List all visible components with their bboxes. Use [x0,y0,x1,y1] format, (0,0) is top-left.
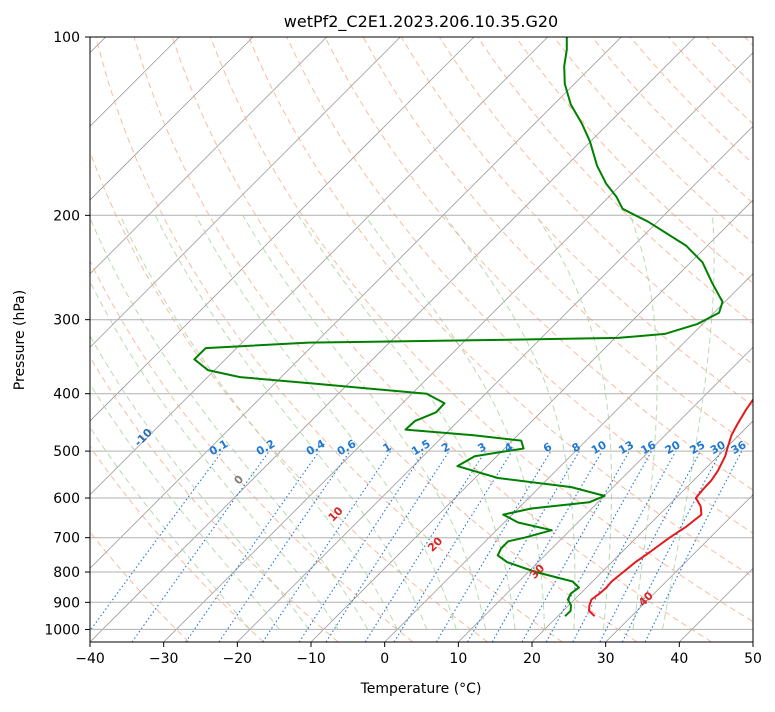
x-tick-label: 0 [380,651,389,667]
y-tick-label: 800 [53,565,80,581]
y-tick-label: 500 [53,444,80,460]
x-tick-label: −40 [75,651,105,667]
plot-background [90,37,753,642]
y-tick-label: 900 [53,595,80,611]
x-tick-label: 30 [597,651,615,667]
y-tick-label: 600 [53,491,80,507]
x-tick-label: 20 [523,651,541,667]
y-tick-label: 700 [53,531,80,547]
x-axis-label: Temperature (°C) [360,681,482,697]
x-tick-label: 50 [744,651,762,667]
y-tick-label: 400 [53,387,80,403]
x-tick-label: 10 [449,651,467,667]
x-axis-ticks: −40 −30 −20 −10 0 10 20 30 40 50 [75,642,762,667]
dry-adiabat-label: -30 [0,372,6,395]
dry-adiabat-label: -20 [56,400,79,423]
y-tick-label: 1000 [44,622,80,638]
y-axis-label: Pressure (hPa) [12,290,28,390]
chart-title: wetPf2_C2E1.2023.206.10.35.G20 [284,12,558,32]
x-tick-label: −30 [149,651,179,667]
x-tick-label: 40 [670,651,688,667]
y-tick-label: 100 [53,30,80,46]
y-tick-label: 200 [53,208,80,224]
y-axis-ticks: 100 200 300 400 500 600 700 800 900 1000 [44,30,90,638]
isotherm-line [753,37,775,642]
x-tick-label: −10 [296,651,326,667]
y-tick-label: 300 [53,313,80,329]
x-tick-label: −20 [223,651,253,667]
